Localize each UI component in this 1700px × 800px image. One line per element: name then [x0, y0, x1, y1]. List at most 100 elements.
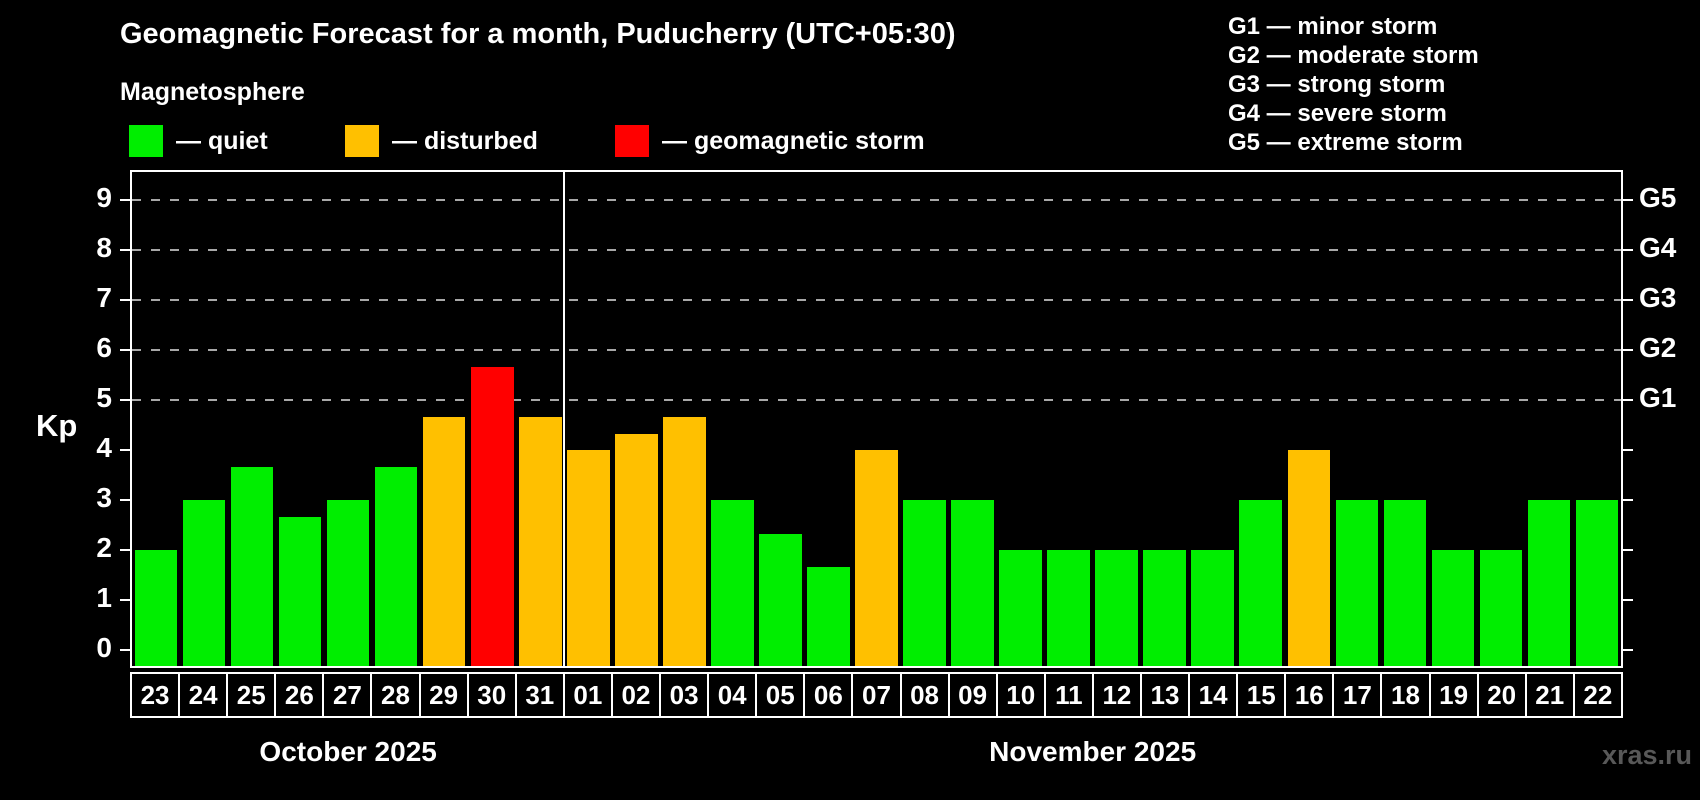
- y-tick-right-0: [1623, 649, 1633, 651]
- bar-day-25: [230, 466, 274, 666]
- bar-day-01: [567, 450, 610, 666]
- date-label-15: 15: [1236, 672, 1287, 718]
- date-label-20: 20: [1476, 672, 1527, 718]
- gridline-5: [132, 399, 1621, 401]
- date-label-23: 23: [130, 672, 181, 718]
- watermark: xras.ru: [1601, 740, 1692, 770]
- date-label-04: 04: [707, 672, 758, 718]
- bar-day-18: [1383, 500, 1427, 666]
- g-scale-line-3: G3 — strong storm: [1228, 71, 1446, 98]
- bar-day-14: [1191, 550, 1234, 666]
- bar-day-06: [807, 566, 850, 666]
- legend-item-storm: — geomagnetic storm: [615, 124, 925, 158]
- gridline-8: [132, 249, 1621, 251]
- y-tick-label-5: 5: [96, 382, 112, 413]
- y-tick-right-2: [1623, 549, 1633, 551]
- bar-day-16: [1287, 450, 1331, 666]
- bar-day-31: [519, 416, 562, 666]
- g-scale-line-5: G5 — extreme storm: [1228, 129, 1463, 156]
- bar-day-20: [1479, 550, 1523, 666]
- y-tick-right-9: [1623, 199, 1633, 201]
- date-label-09: 09: [947, 672, 998, 718]
- bar-day-13: [1143, 550, 1186, 666]
- g-label-G1: G1: [1639, 382, 1677, 413]
- month-label-0: October 2025: [259, 736, 437, 767]
- date-label-29: 29: [418, 672, 469, 718]
- y-axis-label: Kp: [36, 408, 78, 443]
- date-label-08: 08: [899, 672, 950, 718]
- y-tick-left-6: [120, 349, 130, 351]
- legend-label-quiet: — quiet: [176, 126, 268, 155]
- date-label-03: 03: [659, 672, 710, 718]
- g-label-G4: G4: [1639, 232, 1677, 263]
- bar-day-28: [374, 466, 418, 666]
- date-label-21: 21: [1524, 672, 1575, 718]
- bar-day-19: [1431, 550, 1475, 666]
- plot-top-border: [130, 170, 1623, 172]
- y-tick-right-6: [1623, 349, 1633, 351]
- legend-item-quiet: — quiet: [129, 124, 268, 158]
- gridline-7: [132, 299, 1621, 301]
- y-tick-left-9: [120, 199, 130, 201]
- bar-day-07: [855, 450, 898, 666]
- date-label-17: 17: [1332, 672, 1383, 718]
- date-label-05: 05: [755, 672, 806, 718]
- bar-day-30: [470, 366, 514, 666]
- gridline-9: [132, 199, 1621, 201]
- date-label-06: 06: [803, 672, 854, 718]
- bar-day-21: [1527, 500, 1571, 666]
- y-tick-left-1: [120, 599, 130, 601]
- legend-label-storm: — geomagnetic storm: [662, 126, 925, 155]
- date-label-01: 01: [562, 672, 613, 718]
- bar-day-02: [615, 433, 658, 666]
- y-tick-right-8: [1623, 249, 1633, 251]
- legend-swatch-quiet: [129, 125, 163, 157]
- legend-swatch-disturbed: [345, 125, 379, 157]
- g-label-G5: G5: [1639, 182, 1677, 213]
- y-tick-label-3: 3: [96, 482, 112, 513]
- y-tick-left-3: [120, 499, 130, 501]
- month-label-1: November 2025: [989, 736, 1197, 767]
- bar-day-04: [711, 500, 754, 666]
- y-axis-left: [130, 170, 132, 668]
- date-label-25: 25: [226, 672, 277, 718]
- bar-day-29: [422, 416, 466, 666]
- bar-day-26: [278, 516, 322, 666]
- date-label-02: 02: [610, 672, 662, 718]
- y-tick-label-9: 9: [96, 182, 112, 213]
- date-label-22: 22: [1572, 672, 1623, 718]
- bar-day-15: [1239, 500, 1283, 666]
- x-axis-bottom: [130, 666, 1623, 668]
- date-label-24: 24: [178, 672, 229, 718]
- y-tick-label-0: 0: [96, 632, 112, 663]
- date-label-27: 27: [322, 672, 373, 718]
- date-label-10: 10: [995, 672, 1046, 718]
- date-label-07: 07: [851, 672, 902, 718]
- y-tick-right-7: [1623, 299, 1633, 301]
- y-tick-left-5: [120, 399, 130, 401]
- chart-subtitle: Magnetosphere: [120, 78, 305, 106]
- gridline-6: [132, 349, 1621, 351]
- y-tick-right-5: [1623, 399, 1633, 401]
- date-label-14: 14: [1188, 672, 1239, 718]
- y-axis-right: [1621, 170, 1623, 668]
- y-tick-label-8: 8: [96, 232, 112, 263]
- date-label-11: 11: [1043, 672, 1094, 718]
- bar-day-22: [1575, 500, 1619, 666]
- g-scale-line-4: G4 — severe storm: [1228, 100, 1447, 127]
- legend-swatch-storm: [615, 125, 649, 157]
- g-label-G3: G3: [1639, 282, 1677, 313]
- y-tick-left-8: [120, 249, 130, 251]
- date-label-26: 26: [274, 672, 325, 718]
- bar-day-08: [903, 500, 946, 666]
- y-tick-label-6: 6: [96, 332, 112, 363]
- x-axis-date-row: 23 24 25 26 27 28 29 30 31 01 02 03 04 05 06 07 08 09 10 11…: [130, 672, 1623, 718]
- date-label-18: 18: [1380, 672, 1431, 718]
- y-tick-label-7: 7: [96, 282, 112, 313]
- y-tick-right-4: [1623, 449, 1633, 451]
- month-separator-line: [563, 170, 566, 668]
- chart-title: Geomagnetic Forecast for a month, Puduch…: [120, 18, 956, 50]
- date-label-30: 30: [466, 672, 517, 718]
- y-tick-label-1: 1: [96, 582, 112, 613]
